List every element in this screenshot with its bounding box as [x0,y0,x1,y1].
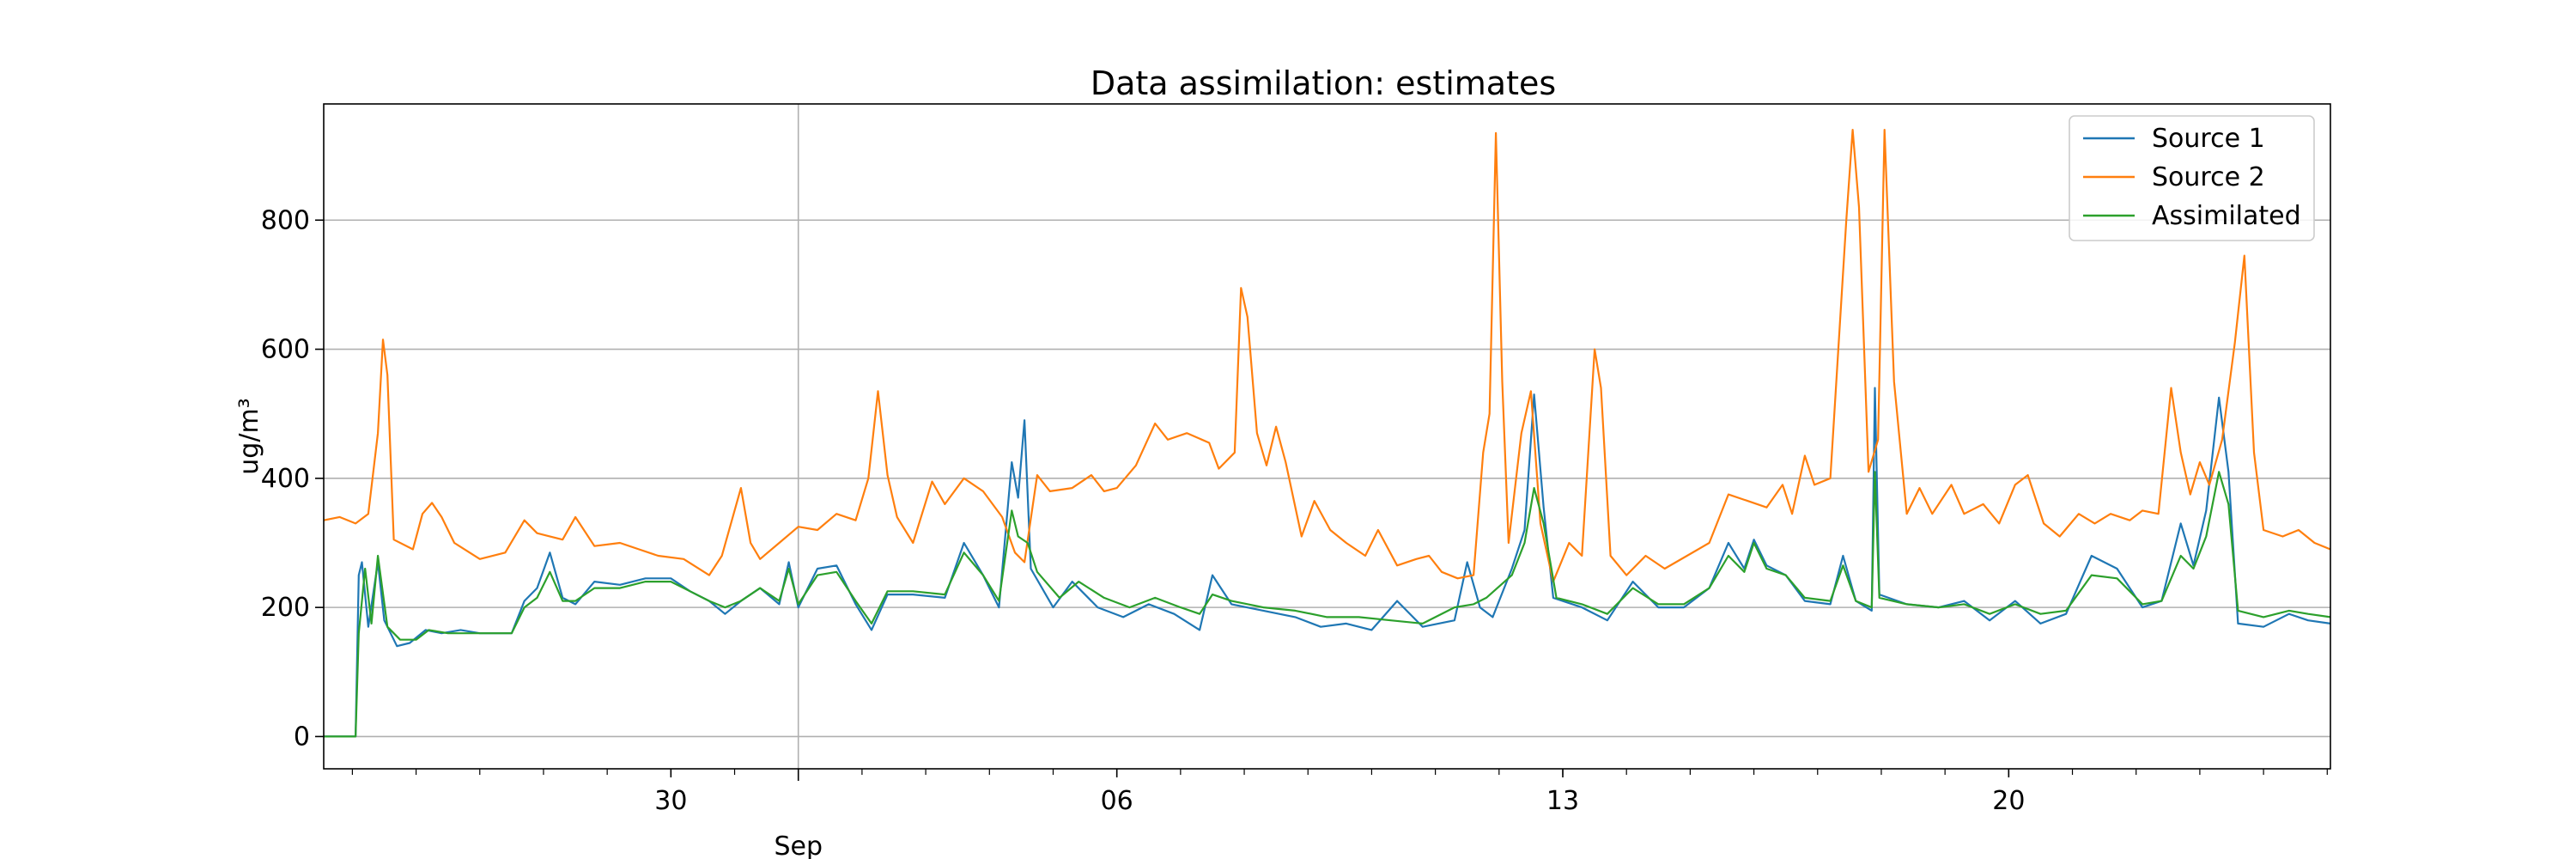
y-tick-label: 800 [261,205,310,235]
axes-frame [323,103,2331,770]
plot-area [324,104,2330,769]
x-tick-label: 06 [1101,786,1133,816]
series-lines [323,129,2331,738]
series-line-source-1 [324,387,2331,738]
axes: ug/m³ Sep 0 200 400 600 800 30 06 13 20 [234,205,2328,859]
x-tick-label: 20 [1992,786,2025,816]
legend-label: Source 2 [2152,162,2265,192]
chart-title: Data assimilation: estimates [1091,64,1556,102]
y-tick-label: 600 [261,335,310,365]
legend: Source 1 Source 2 Assimilated [2069,115,2315,241]
y-tick-label: 0 [294,722,310,752]
legend-box [2069,115,2315,241]
y-tick-label: 400 [261,464,310,494]
legend-label: Source 1 [2152,124,2265,154]
x-month-label: Sep [774,832,823,859]
y-axis-label: ug/m³ [234,398,264,474]
x-tick-label: 13 [1546,786,1579,816]
legend-label: Assimilated [2152,201,2301,231]
series-line-assimilated [324,471,2331,738]
x-tick-label: 30 [654,786,687,816]
grid-lines [324,104,2330,769]
series-line-source-2 [323,129,2331,583]
y-tick-label: 200 [261,593,310,623]
